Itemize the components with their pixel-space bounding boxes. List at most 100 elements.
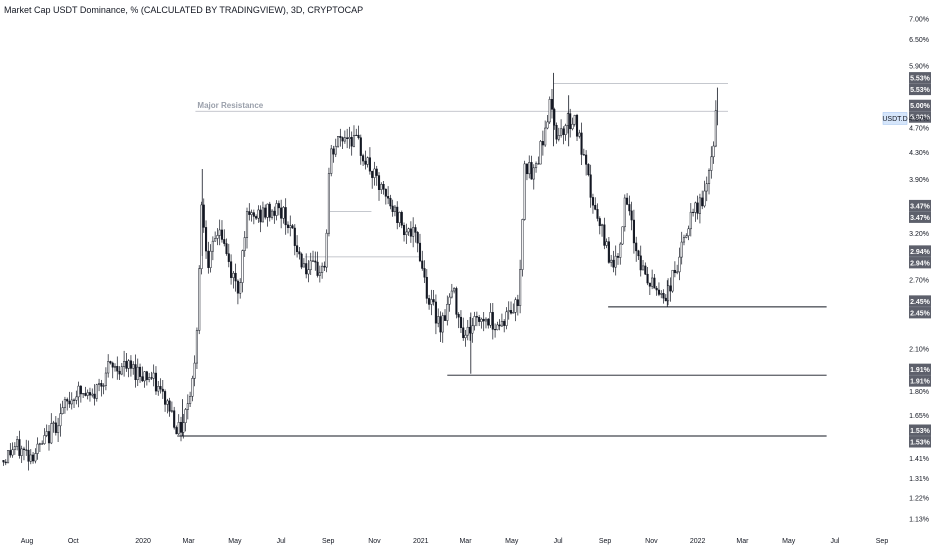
level-badge: 5.00% 5.00% <box>909 99 931 123</box>
candle <box>300 252 303 270</box>
y-tick-label: 7.00% <box>909 16 929 23</box>
candle <box>129 355 132 377</box>
candle <box>38 442 41 453</box>
candle <box>712 141 715 164</box>
candle <box>348 126 351 149</box>
candle <box>480 317 483 329</box>
candle <box>255 214 258 220</box>
candle <box>275 200 278 221</box>
candle <box>88 387 92 402</box>
candle <box>227 243 230 268</box>
y-tick-label: 2.70% <box>909 278 929 285</box>
candle <box>22 446 26 461</box>
candle <box>109 360 112 365</box>
level-badge-value: 3.47% <box>910 215 931 222</box>
candle <box>286 221 290 234</box>
candle <box>184 407 187 432</box>
y-tick-label: 1.13% <box>909 517 929 524</box>
candle <box>373 161 376 186</box>
candle <box>264 204 267 220</box>
candle <box>432 290 435 306</box>
candle <box>132 361 135 375</box>
candle <box>616 253 620 265</box>
candle <box>298 247 301 260</box>
candle <box>327 167 330 237</box>
candle <box>311 250 315 262</box>
candle <box>100 379 103 397</box>
candle <box>457 312 460 329</box>
candle <box>296 235 299 258</box>
x-tick-label: Mar <box>459 538 472 545</box>
candle <box>343 130 346 144</box>
candle <box>116 356 119 380</box>
candle <box>391 199 394 217</box>
candle <box>362 153 365 167</box>
candlestick-series <box>2 72 718 471</box>
candle <box>79 385 82 403</box>
candle <box>164 389 167 412</box>
candle <box>516 294 519 316</box>
x-axis: Aug Oct 2020 Mar May Jul Sep Nov 2021 Mar May Jul Se… <box>21 538 889 545</box>
candle <box>189 391 192 408</box>
candle <box>680 231 683 265</box>
y-tick-label: 1.22% <box>909 496 929 503</box>
candle <box>27 440 30 471</box>
candle <box>268 201 271 222</box>
candle <box>316 251 319 278</box>
candle <box>519 259 522 314</box>
y-tick-label: 4.30% <box>909 150 929 157</box>
candle <box>243 231 246 257</box>
candle <box>4 459 7 466</box>
candle <box>225 238 228 256</box>
candle <box>352 125 356 148</box>
candle <box>339 128 342 147</box>
candle <box>198 265 201 335</box>
candle <box>13 442 16 455</box>
level-badge-value: 1.91% <box>910 379 931 386</box>
candle <box>555 122 558 144</box>
candle <box>398 211 401 228</box>
candle <box>138 363 142 383</box>
candle <box>25 439 28 456</box>
y-tick-label: 5.90% <box>909 63 929 70</box>
candle <box>428 294 431 310</box>
x-tick-label: Mar <box>736 538 749 545</box>
candle <box>355 128 358 137</box>
candle <box>302 258 305 268</box>
candle <box>687 225 690 241</box>
candle <box>459 310 462 333</box>
candle <box>664 294 667 302</box>
candle <box>453 287 456 294</box>
x-tick-label: May <box>228 538 242 545</box>
candle <box>368 147 371 175</box>
candle <box>482 312 485 332</box>
candle <box>521 218 524 277</box>
candle <box>250 209 253 222</box>
candle <box>52 420 55 433</box>
candle <box>657 282 661 297</box>
candle <box>673 261 676 278</box>
candle <box>186 394 189 420</box>
candle <box>446 295 449 326</box>
candle <box>685 233 688 239</box>
candle <box>496 321 499 331</box>
candle <box>698 193 701 224</box>
level-badge-value: 2.45% <box>910 310 931 317</box>
candle <box>578 129 581 139</box>
candle <box>580 122 583 165</box>
candle <box>441 312 444 343</box>
level-badge: 5.53% 5.53% <box>909 72 931 96</box>
candle <box>632 209 635 254</box>
candle <box>293 224 296 256</box>
candle <box>20 445 23 463</box>
candle <box>414 224 417 243</box>
x-tick-label: Nov <box>645 538 658 545</box>
candle <box>507 301 510 320</box>
candle <box>407 227 410 236</box>
candle <box>626 193 629 206</box>
y-axis: 7.00% 6.50% 5.90% 4.70% 4.30% 3.90% 3.20% 2.70%… <box>909 16 929 523</box>
candle <box>168 397 171 417</box>
candle <box>9 443 12 458</box>
candle <box>11 442 14 458</box>
